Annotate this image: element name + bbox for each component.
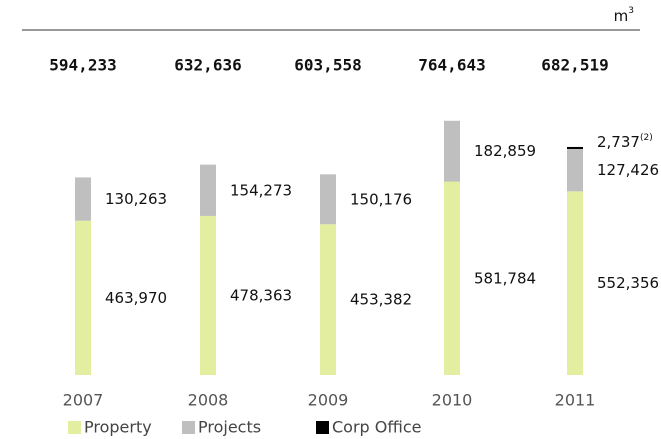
- legend-label: Property: [84, 418, 152, 437]
- year-label: 2009: [308, 391, 349, 410]
- value-label-text: 581,784: [474, 269, 536, 287]
- value-label: 2,737(2): [597, 132, 653, 150]
- year-label: 2007: [63, 391, 104, 410]
- unit: m3: [614, 6, 634, 25]
- value-label: 552,356: [597, 274, 659, 292]
- bar-segment: [320, 224, 336, 375]
- legend-swatch: [68, 421, 81, 434]
- value-label: 150,176: [350, 190, 412, 208]
- bar-segment: [200, 164, 216, 216]
- legend-swatch: [182, 421, 195, 434]
- value-label-text: 2,737: [597, 132, 640, 150]
- value-label-text: 154,273: [230, 181, 292, 199]
- bar-segment: [200, 215, 216, 375]
- value-label-text: 478,363: [230, 286, 292, 304]
- value-label-text: 463,970: [105, 288, 167, 306]
- value-label-text: 453,382: [350, 290, 412, 308]
- bar-segment: [567, 146, 583, 149]
- value-label: 127,426: [597, 161, 659, 179]
- legend-label: Corp Office: [332, 418, 421, 437]
- bar-segment: [75, 220, 91, 375]
- bar-segment: [444, 120, 460, 182]
- total-label: 764,643: [418, 56, 485, 75]
- value-label: 154,273: [230, 181, 292, 199]
- value-label: 478,363: [230, 286, 292, 304]
- footnote-mark: (2): [640, 132, 653, 142]
- total-label: 632,636: [174, 56, 241, 75]
- total-label: 603,558: [294, 56, 361, 75]
- legend-label: Projects: [198, 418, 261, 437]
- year-label: 2008: [188, 391, 229, 410]
- value-label-text: 130,263: [105, 190, 167, 208]
- bar-segment: [444, 181, 460, 375]
- unit-text: m: [614, 7, 629, 25]
- value-label: 130,263: [105, 190, 167, 208]
- bar-segment: [320, 174, 336, 225]
- value-label-text: 182,859: [474, 142, 536, 160]
- unit-sup: 3: [628, 6, 634, 16]
- year-label: 2011: [555, 391, 596, 410]
- value-label: 182,859: [474, 142, 536, 160]
- value-label-text: 150,176: [350, 190, 412, 208]
- bar-segment: [567, 148, 583, 192]
- value-label: 581,784: [474, 269, 536, 287]
- total-label: 594,233: [49, 56, 116, 75]
- value-label-text: 127,426: [597, 161, 659, 179]
- bar-segment: [75, 177, 91, 221]
- value-label-text: 552,356: [597, 274, 659, 292]
- value-label: 453,382: [350, 290, 412, 308]
- year-label: 2010: [432, 391, 473, 410]
- total-label: 682,519: [541, 56, 608, 75]
- legend-swatch: [316, 421, 329, 434]
- bar-segment: [567, 191, 583, 375]
- value-label: 463,970: [105, 288, 167, 306]
